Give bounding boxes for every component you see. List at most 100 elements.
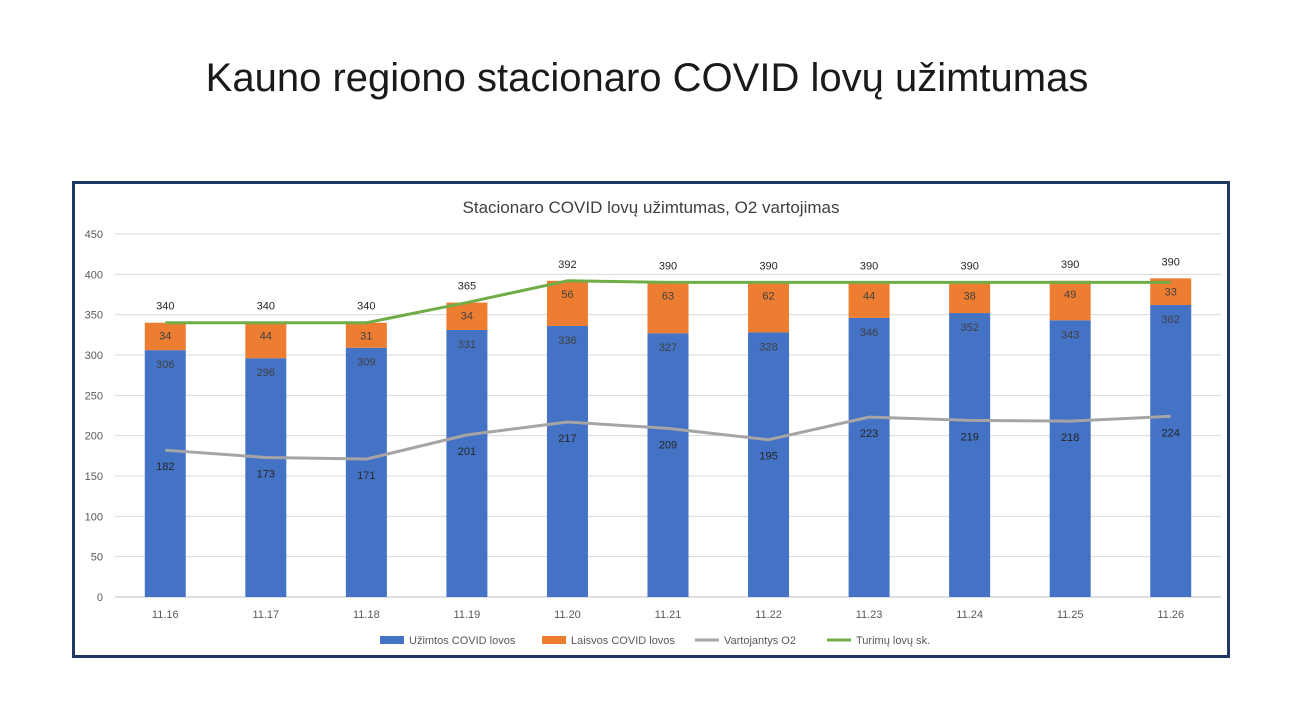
label-total-beds: 390 xyxy=(1162,256,1180,268)
y-axis: 0 50 100 150 200 250 300 350 400 450 xyxy=(85,229,103,604)
x-tick-label: 11.22 xyxy=(755,609,782,621)
bar-free xyxy=(546,280,588,326)
label-free: 34 xyxy=(461,311,473,323)
x-tick-label: 11.20 xyxy=(554,609,581,621)
label-free: 63 xyxy=(662,290,674,302)
x-tick-label: 11.18 xyxy=(353,609,380,621)
label-occupied: 328 xyxy=(759,341,777,353)
y-tick-label: 350 xyxy=(85,310,103,322)
y-tick-label: 150 xyxy=(85,471,103,483)
label-total-beds: 390 xyxy=(860,260,878,272)
label-free: 31 xyxy=(360,331,372,343)
label-total-beds: 390 xyxy=(1061,259,1079,271)
bar-occupied xyxy=(345,347,387,597)
bar-occupied xyxy=(1150,304,1192,597)
lines xyxy=(165,279,1171,461)
legend: Užimtos COVID lovos Laisvos COVID lovos Va… xyxy=(380,635,930,647)
bar-occupied xyxy=(144,350,186,597)
y-tick-label: 450 xyxy=(85,229,103,241)
slide-title: Kauno regiono stacionaro COVID lovų užim… xyxy=(205,56,1089,100)
label-total-beds: 390 xyxy=(659,260,677,272)
line-oxygen xyxy=(165,414,1171,461)
label-total-beds: 390 xyxy=(960,260,978,272)
bar-free xyxy=(647,282,689,334)
label-oxygen: 219 xyxy=(960,431,978,443)
bar-free xyxy=(748,282,790,333)
label-oxygen: 182 xyxy=(156,461,174,473)
label-occupied: 343 xyxy=(1061,329,1079,341)
data-labels: 306 34 296 44 309 31 331 34 336 56 327 63 328 62 346 44… xyxy=(156,256,1180,482)
legend-label: Užimtos COVID lovos xyxy=(409,635,516,647)
label-occupied: 352 xyxy=(960,322,978,334)
legend-swatch xyxy=(380,636,404,644)
x-axis: 11.16 11.17 11.18 11.19 11.20 11.21 11.22 11.23… xyxy=(152,609,1184,621)
label-oxygen: 224 xyxy=(1162,427,1180,439)
x-tick-label: 11.24 xyxy=(956,609,983,621)
bar-occupied xyxy=(1049,320,1091,597)
bar-free xyxy=(446,302,488,330)
label-occupied: 309 xyxy=(357,357,375,369)
y-tick-label: 50 xyxy=(91,552,103,564)
label-oxygen: 171 xyxy=(357,470,375,482)
bar-free xyxy=(144,322,186,351)
label-total-beds: 340 xyxy=(156,301,174,313)
label-oxygen: 173 xyxy=(257,468,275,480)
bar-free xyxy=(949,282,991,314)
bar-free xyxy=(848,282,890,318)
y-tick-label: 400 xyxy=(85,269,103,281)
label-occupied: 331 xyxy=(458,339,476,351)
bar-occupied xyxy=(848,317,890,597)
label-oxygen: 217 xyxy=(558,433,576,445)
label-free: 44 xyxy=(260,331,272,343)
bar-free xyxy=(245,322,287,359)
label-occupied: 296 xyxy=(257,367,275,379)
label-oxygen: 209 xyxy=(659,439,677,451)
x-tick-label: 11.23 xyxy=(856,609,883,621)
chart-title: Stacionaro COVID lovų užimtumas, O2 vart… xyxy=(463,198,840,217)
legend-label: Laisvos COVID lovos xyxy=(571,635,675,647)
bar-occupied xyxy=(546,325,588,597)
bars xyxy=(144,278,1192,597)
label-free: 33 xyxy=(1165,286,1177,298)
label-total-beds: 390 xyxy=(759,260,777,272)
label-total-beds: 392 xyxy=(558,259,576,271)
chart: Stacionaro COVID lovų užimtumas, O2 vart… xyxy=(85,198,1221,647)
y-tick-label: 0 xyxy=(97,592,103,604)
legend-label: Vartojantys O2 xyxy=(724,635,796,647)
bar-occupied xyxy=(245,358,287,597)
bar-free xyxy=(1049,280,1091,321)
label-oxygen: 195 xyxy=(759,451,777,463)
label-occupied: 306 xyxy=(156,359,174,371)
x-tick-label: 11.21 xyxy=(655,609,682,621)
chart-frame: Stacionaro COVID lovų užimtumas, O2 vart… xyxy=(72,181,1230,658)
x-tick-label: 11.25 xyxy=(1057,609,1084,621)
bar-occupied xyxy=(647,333,689,597)
y-tick-label: 300 xyxy=(85,350,103,362)
y-tick-label: 100 xyxy=(85,511,103,523)
x-tick-label: 11.17 xyxy=(252,609,279,621)
label-free: 44 xyxy=(863,290,875,302)
label-occupied: 346 xyxy=(860,327,878,339)
x-tick-label: 11.16 xyxy=(152,609,179,621)
label-total-beds: 340 xyxy=(257,301,275,313)
label-free: 34 xyxy=(159,331,171,343)
x-tick-label: 11.19 xyxy=(454,609,481,621)
x-tick-label: 11.26 xyxy=(1157,609,1184,621)
bar-occupied xyxy=(446,329,488,597)
bar-occupied xyxy=(748,332,790,597)
y-tick-label: 200 xyxy=(85,431,103,443)
label-free: 38 xyxy=(964,290,976,302)
label-total-beds: 340 xyxy=(357,301,375,313)
label-oxygen: 201 xyxy=(458,446,476,458)
label-occupied: 327 xyxy=(659,342,677,354)
label-total-beds: 365 xyxy=(458,281,476,293)
label-oxygen: 218 xyxy=(1061,432,1079,444)
label-free: 62 xyxy=(762,290,774,302)
label-occupied: 362 xyxy=(1162,314,1180,326)
label-occupied: 336 xyxy=(558,335,576,347)
label-oxygen: 223 xyxy=(860,428,878,440)
y-tick-label: 250 xyxy=(85,390,103,402)
line-total-beds xyxy=(165,279,1171,325)
legend-swatch xyxy=(542,636,566,644)
bar-occupied xyxy=(949,313,991,597)
